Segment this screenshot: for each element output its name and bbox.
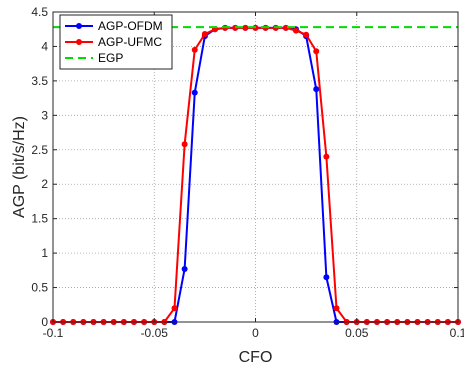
agp-ufmc-point — [191, 46, 198, 53]
x-tick-label: 0 — [252, 326, 259, 340]
legend: AGP-OFDM AGP-UFMC EGP — [59, 14, 173, 70]
x-tick-label: -0.1 — [43, 326, 64, 340]
y-tick-label: 3 — [41, 108, 48, 122]
agp-ofdm-point — [181, 265, 188, 272]
tick-labels: -0.1 -0.05 0 0.05 0.1 0 0.5 1 1.5 2 2.5 3 3.5 4 4.5 — [31, 5, 464, 340]
y-tick-label: 2.5 — [31, 143, 48, 157]
agp-ofdm-point — [191, 89, 198, 96]
x-tick-label: 0.05 — [345, 326, 369, 340]
legend-agp-ufmc-marker — [76, 39, 82, 45]
y-tick-label: 4 — [41, 39, 48, 53]
ticks — [52, 11, 459, 323]
y-axis-label: AGP (bit/s/Hz) — [11, 116, 28, 218]
x-tick-label: 0.1 — [450, 326, 464, 340]
y-tick-label: 2 — [41, 177, 48, 191]
x-axis-label: CFO — [239, 349, 273, 366]
y-tick-label: 4.5 — [31, 5, 48, 19]
agp-ofdm-point — [313, 86, 320, 93]
x-tick-label: -0.05 — [141, 326, 169, 340]
y-tick-label: 1 — [41, 246, 48, 260]
y-tick-label: 0.5 — [31, 281, 48, 295]
y-tick-label: 1.5 — [31, 212, 48, 226]
agp-ufmc-point — [201, 31, 208, 38]
y-tick-label: 0 — [41, 315, 48, 329]
agp-ufmc-point — [333, 305, 340, 312]
legend-agp-ufmc-label: AGP-UFMC — [98, 35, 162, 49]
agp-ufmc-point — [242, 24, 249, 31]
agp-ufmc-point — [303, 31, 310, 38]
agp-ufmc-point — [171, 305, 178, 312]
legend-agp-ofdm-marker — [76, 23, 82, 29]
y-tick-label: 3.5 — [31, 74, 48, 88]
agp-ufmc-point — [181, 141, 188, 148]
agp-ufmc-point — [313, 48, 320, 55]
agp-ofdm-point — [323, 274, 330, 281]
agp-ufmc-point — [323, 153, 330, 160]
legend-agp-ofdm-label: AGP-OFDM — [98, 19, 163, 33]
legend-egp-label: EGP — [98, 51, 123, 65]
agp-ufmc-point — [293, 27, 299, 34]
